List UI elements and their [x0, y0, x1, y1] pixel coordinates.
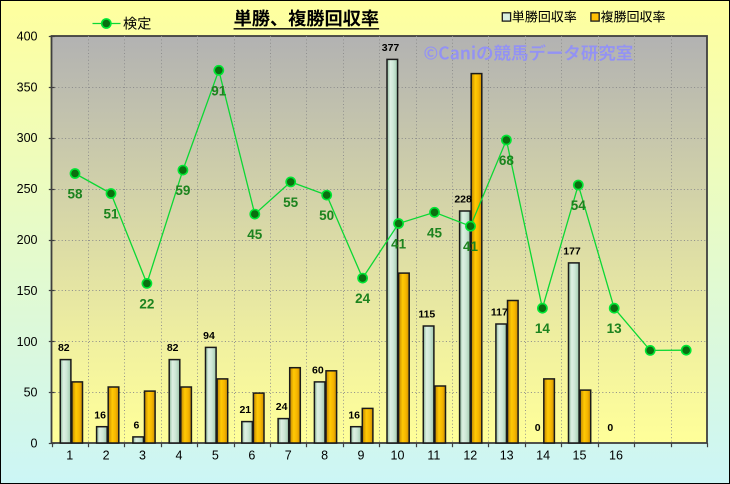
svg-text:5: 5	[212, 449, 219, 463]
svg-text:55: 55	[283, 195, 299, 210]
svg-text:8: 8	[321, 449, 328, 463]
svg-text:10: 10	[391, 449, 405, 463]
svg-text:150: 150	[17, 284, 38, 298]
svg-text:50: 50	[319, 208, 334, 223]
svg-text:82: 82	[167, 342, 179, 354]
svg-text:7: 7	[285, 449, 292, 463]
svg-text:41: 41	[463, 239, 479, 254]
svg-text:14: 14	[536, 449, 550, 463]
svg-text:54: 54	[571, 198, 587, 213]
svg-text:58: 58	[67, 187, 83, 202]
svg-text:82: 82	[58, 342, 70, 354]
svg-text:350: 350	[17, 80, 38, 94]
svg-text:300: 300	[17, 131, 38, 145]
svg-text:6: 6	[248, 449, 255, 463]
svg-text:4: 4	[176, 449, 183, 463]
svg-text:3: 3	[139, 449, 146, 463]
svg-text:377: 377	[382, 42, 400, 54]
svg-text:115: 115	[418, 309, 435, 321]
svg-text:45: 45	[247, 227, 263, 242]
svg-text:24: 24	[276, 401, 288, 413]
svg-text:200: 200	[17, 233, 38, 247]
svg-text:1: 1	[66, 449, 73, 463]
svg-text:60: 60	[312, 365, 324, 377]
svg-text:24: 24	[355, 291, 371, 306]
svg-text:16: 16	[94, 409, 106, 421]
svg-text:9: 9	[358, 449, 365, 463]
svg-text:6: 6	[133, 420, 139, 432]
svg-text:91: 91	[211, 83, 227, 98]
svg-text:68: 68	[499, 153, 515, 168]
svg-text:94: 94	[203, 330, 215, 342]
svg-text:45: 45	[427, 225, 443, 240]
svg-text:12: 12	[463, 449, 477, 463]
svg-text:51: 51	[103, 207, 119, 222]
svg-text:100: 100	[17, 335, 38, 349]
svg-text:16: 16	[609, 449, 623, 463]
svg-text:21: 21	[239, 404, 251, 416]
svg-text:0: 0	[535, 422, 541, 434]
svg-text:250: 250	[17, 182, 38, 196]
svg-text:41: 41	[391, 237, 407, 252]
svg-text:0: 0	[31, 437, 38, 451]
svg-text:177: 177	[563, 246, 581, 258]
svg-text:13: 13	[607, 321, 623, 336]
svg-text:2: 2	[103, 449, 110, 463]
svg-text:117: 117	[491, 307, 508, 319]
svg-text:0: 0	[607, 422, 613, 434]
svg-text:16: 16	[348, 409, 360, 421]
svg-text:50: 50	[24, 386, 38, 400]
svg-text:13: 13	[500, 449, 514, 463]
svg-text:15: 15	[573, 449, 587, 463]
svg-text:228: 228	[454, 194, 472, 206]
svg-text:59: 59	[175, 183, 190, 198]
svg-text:400: 400	[17, 30, 38, 44]
svg-text:22: 22	[139, 296, 154, 311]
svg-text:11: 11	[427, 449, 440, 463]
svg-text:14: 14	[535, 321, 551, 336]
